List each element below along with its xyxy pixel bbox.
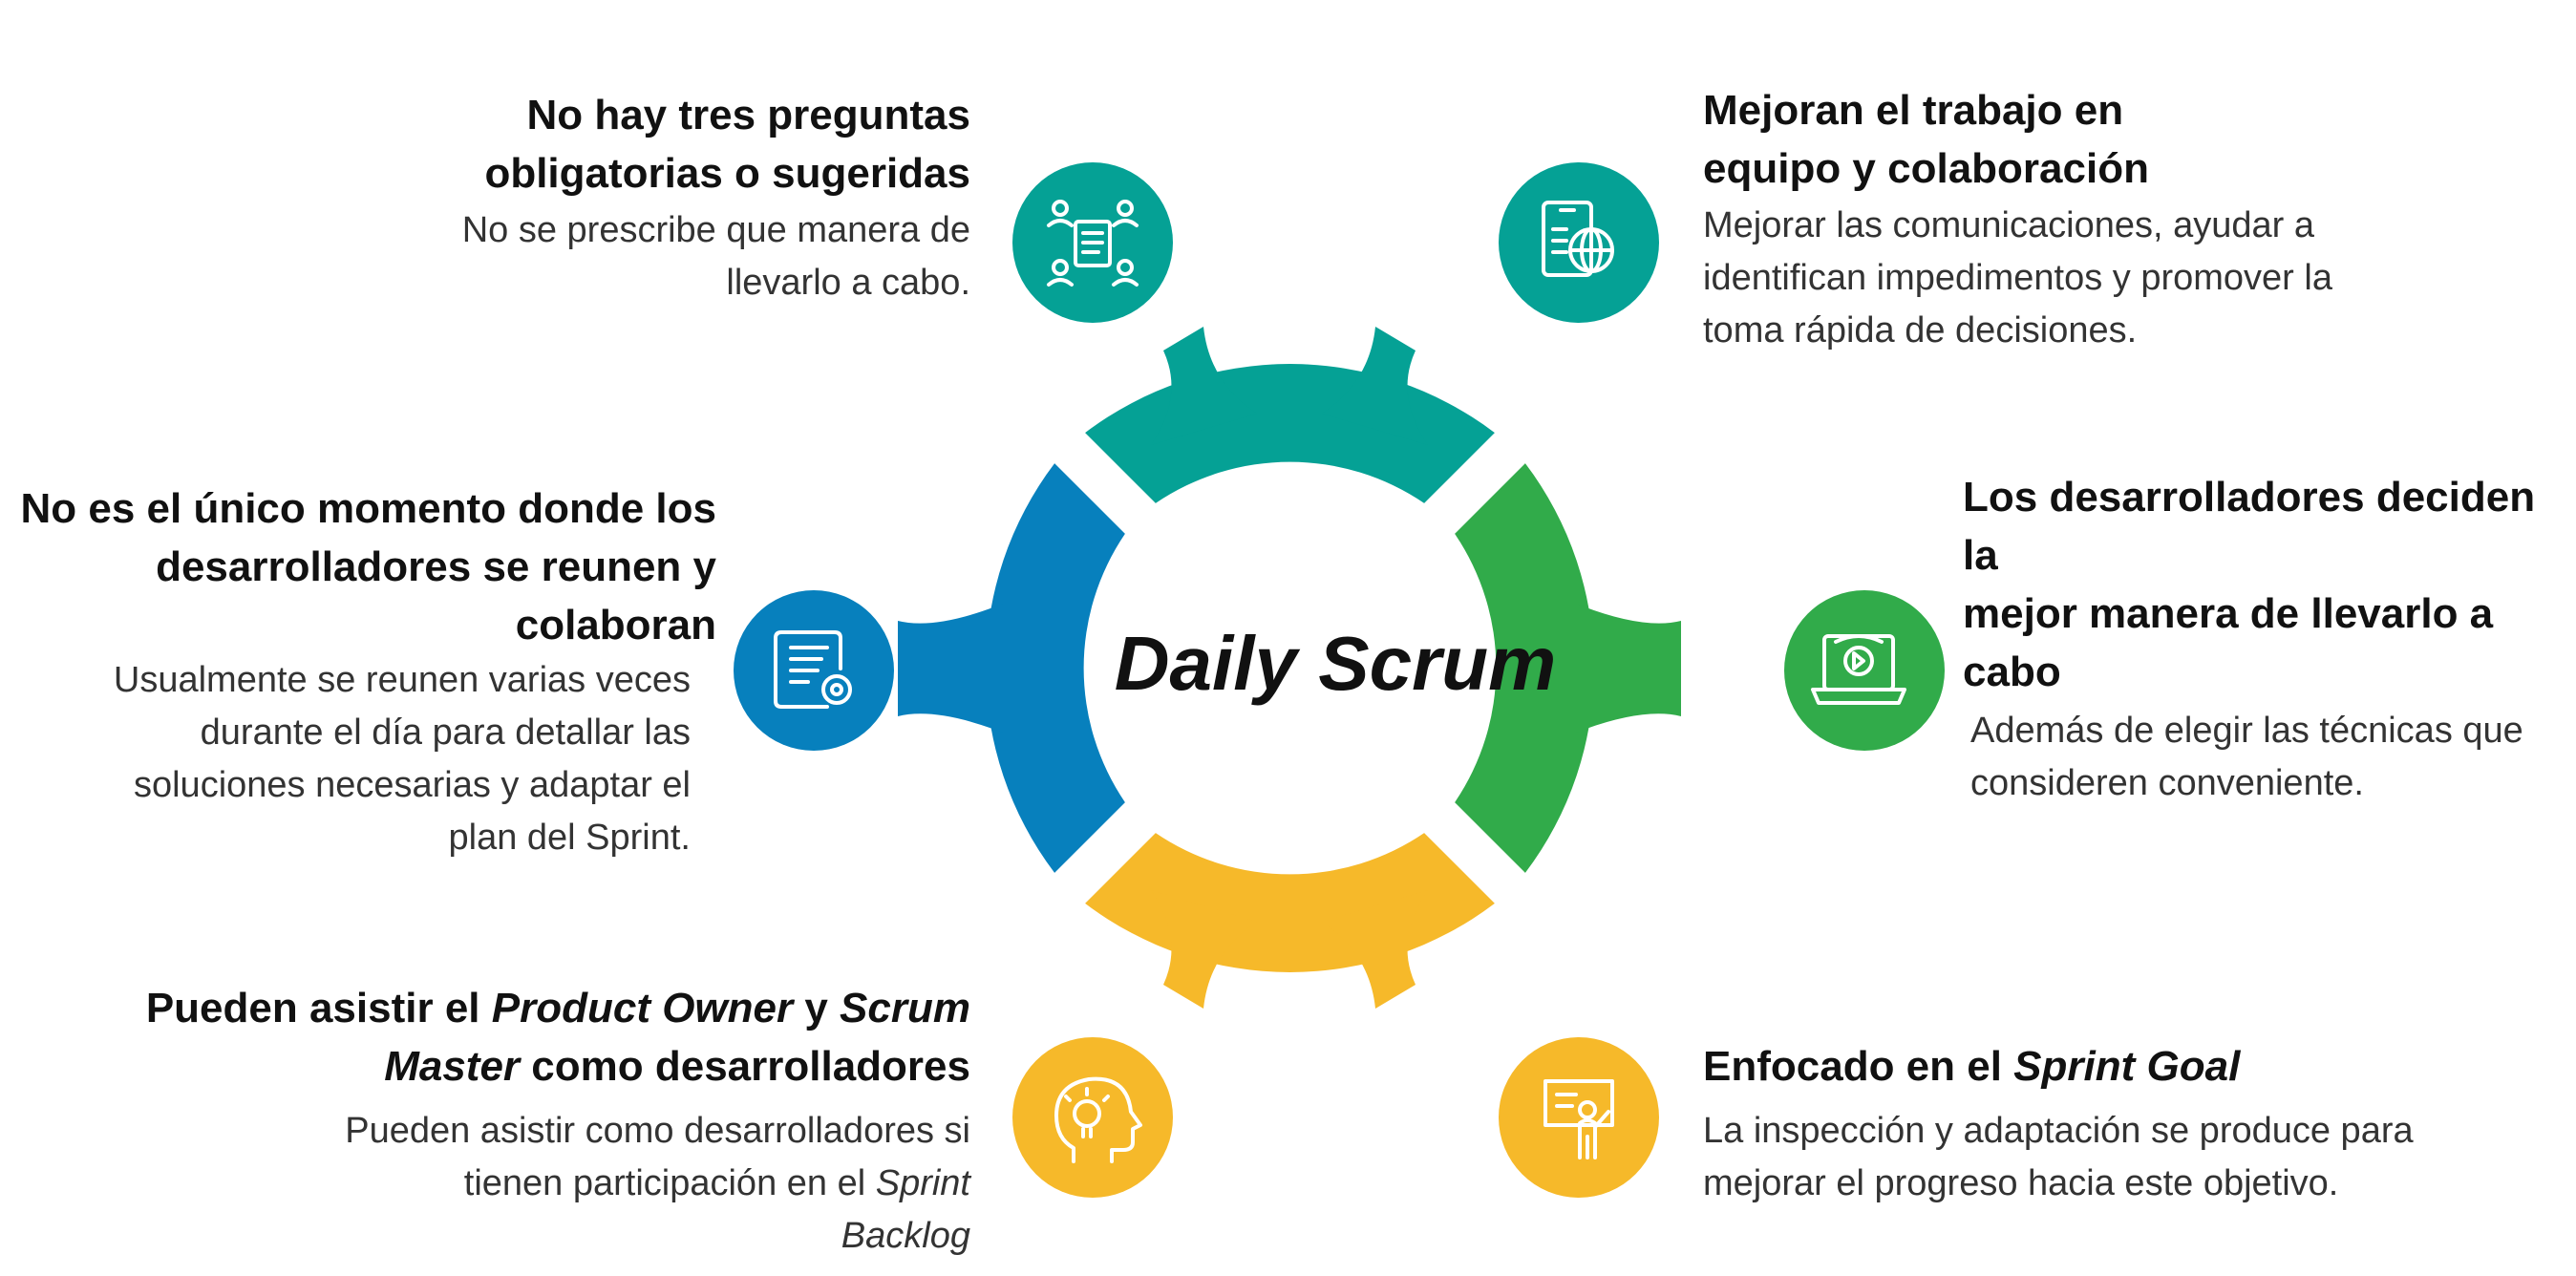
connector-top-left — [1151, 327, 1257, 445]
block-description: Pueden asistir como desarrolladores si t… — [345, 1111, 970, 1256]
block-title: Mejoran el trabajo en equipo y colaborac… — [1703, 87, 2149, 192]
node-bottom-left — [1012, 1037, 1173, 1198]
laptop-video-icon — [1811, 634, 1906, 705]
block-title: Enfocado en el Sprint Goal — [1703, 1043, 2241, 1090]
connector-right — [1576, 604, 1681, 733]
text-block-top-right: Mejoran el trabajo en equipo y colaborac… — [1703, 81, 2563, 357]
team-document-icon — [1047, 200, 1139, 287]
tablet-globe-icon — [1542, 201, 1614, 277]
center-title: Daily Scrum — [1115, 621, 1556, 706]
text-block-mid-left: No es el único momento donde los desarro… — [10, 479, 716, 864]
block-description: Mejorar las comunicaciones, ayudar a ide… — [1703, 205, 2332, 351]
node-mid-right — [1784, 590, 1945, 751]
block-description: No se prescribe que manera de llevarlo a… — [461, 210, 970, 303]
block-description: La inspección y adaptación se produce pa… — [1703, 1111, 2414, 1203]
head-lightbulb-icon — [1054, 1076, 1142, 1163]
ring-segment-left — [986, 463, 1125, 873]
connector-bottom-left — [1151, 890, 1257, 1009]
text-block-top-left: No hay tres preguntas obligatorias o sug… — [149, 86, 970, 309]
presenter-board-icon — [1543, 1079, 1614, 1159]
block-description: Además de elegir las técnicas que consid… — [1970, 711, 2523, 803]
ring-segment-right — [1455, 463, 1594, 873]
ring-segment-top — [1085, 364, 1495, 503]
connector-bottom-right — [1322, 890, 1428, 1009]
connector-left — [898, 604, 1003, 733]
text-block-mid-right: Los desarrolladores deciden la mejor man… — [1963, 468, 2565, 810]
certificate-gear-icon — [774, 630, 852, 709]
block-description: Usualmente se reunen varias veces durant… — [113, 660, 691, 858]
text-block-bottom-right: Enfocado en el Sprint Goal La inspección… — [1703, 1037, 2563, 1210]
block-title: Pueden asistir el Product Owner y Scrum … — [145, 985, 970, 1090]
ring-segment-bottom — [1085, 833, 1495, 972]
text-block-bottom-left: Pueden asistir el Product Owner y Scrum … — [111, 979, 970, 1263]
block-title: No hay tres preguntas obligatorias o sug… — [484, 92, 970, 197]
node-bottom-right — [1499, 1037, 1659, 1198]
node-top-right — [1499, 162, 1659, 323]
connector-top-right — [1322, 327, 1428, 445]
block-title: No es el único momento donde los desarro… — [20, 485, 716, 649]
block-title: Los desarrolladores deciden la mejor man… — [1963, 474, 2536, 695]
